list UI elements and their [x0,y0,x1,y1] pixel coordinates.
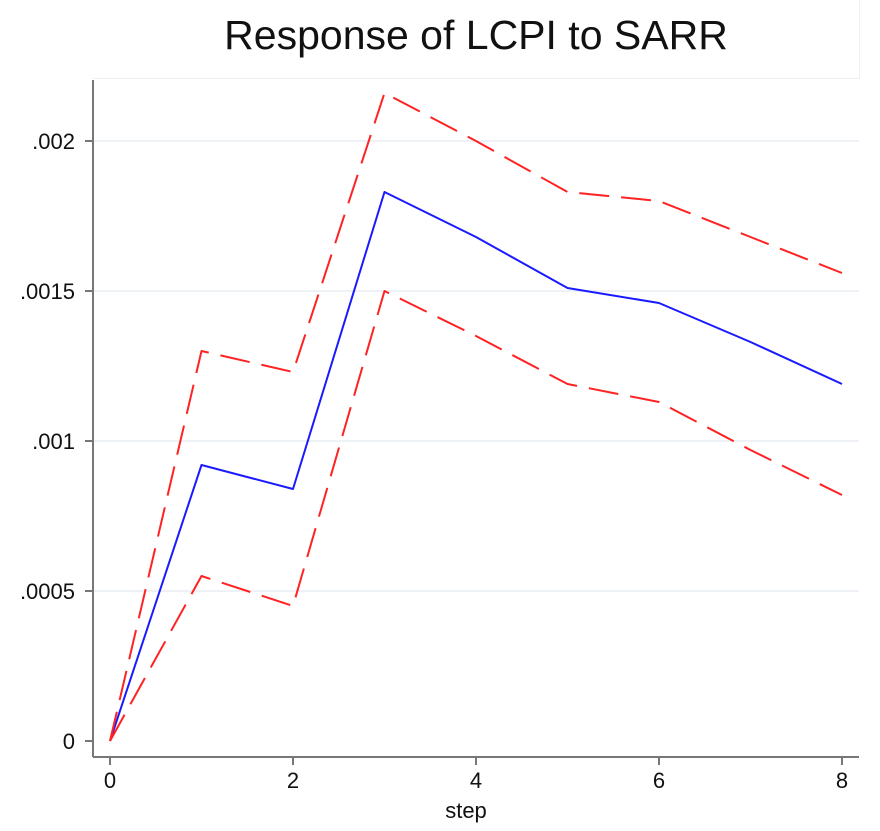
series-lower-band [109,290,843,742]
series-lines [109,92,843,742]
axes [92,80,859,758]
y-tick-label-1: .0005 [20,579,75,604]
x-tick-label-3: 6 [653,768,665,793]
title-box: Response of LCPI to SARR [93,0,860,79]
series-upper-band [109,92,843,742]
chart-title: Response of LCPI to SARR [224,12,728,58]
x-axis-title: step [445,798,487,823]
y-tick-label-0: 0 [63,729,75,754]
y-tick-label-2: .001 [32,429,75,454]
gridlines [93,140,859,592]
y-tick-label-4: .002 [32,129,75,154]
y-tick-label-3: .0015 [20,279,75,304]
x-tick-label-2: 4 [470,768,482,793]
ticks: 0 .0005 .001 .0015 .002 0 2 4 6 8 [20,129,848,793]
x-tick-label-0: 0 [104,768,116,793]
x-tick-label-4: 8 [836,768,848,793]
series-impulse-response [109,191,843,742]
x-tick-label-1: 2 [287,768,299,793]
